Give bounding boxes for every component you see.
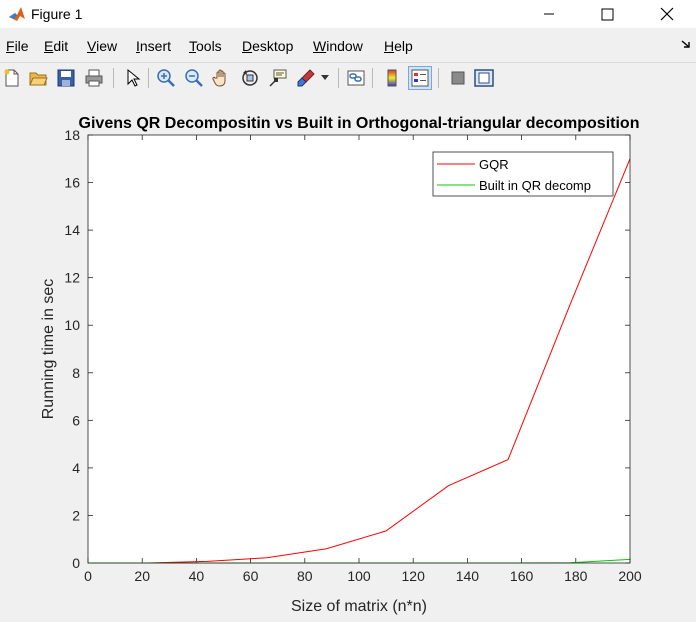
pan-hand-icon (212, 69, 226, 87)
toolbar-separator (148, 68, 149, 88)
y-tick-label: 0 (72, 555, 80, 571)
toolbar-separator (438, 68, 439, 88)
x-tick-label: 0 (84, 568, 92, 584)
y-tick-label: 6 (72, 412, 80, 428)
minimize-icon (544, 13, 554, 15)
menu-file[interactable]: File (6, 38, 29, 54)
menu-tools[interactable]: Tools (189, 38, 222, 54)
show-plot-tools-icon (474, 69, 494, 87)
save-button[interactable] (54, 66, 78, 90)
y-tick-label: 18 (64, 127, 80, 143)
menu-help[interactable]: Help (384, 38, 413, 54)
chart: Givens QR Decompositin vs Built in Ortho… (40, 115, 642, 615)
pointer-button[interactable] (120, 66, 144, 90)
legend-icon (411, 69, 429, 87)
toolbar-separator (113, 68, 114, 88)
open-file-icon (29, 72, 48, 86)
x-tick-label: 120 (402, 568, 426, 584)
x-tick-label: 140 (456, 568, 480, 584)
menu-desktop[interactable]: Desktop (242, 38, 294, 54)
axes-background (88, 135, 630, 563)
new-figure-button[interactable] (0, 66, 24, 90)
figure-toolbar (0, 62, 696, 93)
new-figure-icon (4, 69, 19, 87)
show-plot-tools-button[interactable] (472, 66, 496, 90)
link-plot-icon (347, 70, 365, 86)
x-tick-label: 180 (564, 568, 588, 584)
y-tick-label: 8 (72, 365, 80, 381)
zoom-out-button[interactable] (182, 66, 206, 90)
maximize-button[interactable] (578, 0, 636, 28)
series-line-gqr (88, 158, 631, 564)
data-cursor-button[interactable] (266, 66, 290, 90)
minimize-button[interactable] (520, 0, 578, 28)
x-tick-label: 80 (297, 568, 313, 584)
chart-title: Givens QR Decompositin vs Built in Ortho… (79, 115, 640, 132)
x-tick-label: 60 (243, 568, 259, 584)
toolbar-separator (338, 68, 339, 88)
y-tick-label: 10 (64, 317, 80, 333)
menu-edit[interactable]: Edit (44, 38, 69, 54)
brush-dropdown-button[interactable] (318, 66, 332, 90)
pan-button[interactable] (210, 66, 234, 90)
legend-button[interactable] (408, 66, 432, 90)
y-tick-label: 12 (64, 270, 80, 286)
rotate-3d-icon (242, 70, 258, 86)
save-icon (57, 69, 75, 87)
y-tick-label: 4 (72, 460, 80, 476)
figure-canvas: Givens QR Decompositin vs Built in Ortho… (0, 93, 696, 617)
legend-box (432, 151, 614, 197)
x-tick-label: 160 (510, 568, 534, 584)
rotate-3d-button[interactable] (238, 66, 262, 90)
window-title: Figure 1 (31, 6, 83, 22)
x-tick-label: 20 (134, 568, 150, 584)
brush-button[interactable] (294, 66, 318, 90)
maximize-icon (601, 8, 613, 20)
data-cursor-icon (269, 69, 287, 87)
legend-label-builtin: Built in QR decomp (479, 178, 591, 193)
print-button[interactable] (82, 66, 106, 90)
x-tick-label: 40 (189, 568, 205, 584)
menu-bar: File Edit View Insert Tools Desktop Wind… (0, 36, 696, 58)
zoom-out-icon (185, 69, 203, 87)
legend[interactable]: GQR Built in QR decomp (432, 151, 614, 197)
hide-plot-tools-icon (451, 71, 465, 85)
y-axis-label: Running time in sec (40, 279, 57, 420)
dock-arrow-icon[interactable] (680, 38, 692, 50)
print-icon (85, 69, 103, 87)
menu-view[interactable]: View (87, 38, 118, 54)
y-tick-label: 16 (64, 175, 80, 191)
x-tick-label: 100 (347, 568, 371, 584)
x-axis-label: Size of matrix (n*n) (291, 598, 427, 615)
menu-insert[interactable]: Insert (136, 38, 172, 54)
legend-label-gqr: GQR (479, 157, 509, 172)
menu-window[interactable]: Window (313, 38, 363, 54)
y-tick-label: 2 (72, 507, 80, 523)
y-tick-label: 14 (64, 222, 80, 238)
colorbar-icon (387, 69, 397, 87)
close-button[interactable] (638, 0, 696, 28)
close-icon (660, 7, 674, 21)
brush-icon (297, 69, 315, 87)
axes-box (87, 134, 631, 564)
zoom-in-button[interactable] (154, 66, 178, 90)
link-plot-button[interactable] (344, 66, 368, 90)
hide-plot-tools-button[interactable] (446, 66, 470, 90)
matlab-logo-icon (9, 7, 25, 21)
zoom-in-icon (157, 69, 175, 87)
colorbar-button[interactable] (380, 66, 404, 90)
window-titlebar: Figure 1 (0, 0, 696, 28)
pointer-icon (127, 68, 141, 87)
chevron-down-icon (321, 75, 329, 80)
open-file-button[interactable] (26, 66, 50, 90)
x-tick-label: 200 (618, 568, 642, 584)
toolbar-separator (372, 68, 373, 88)
